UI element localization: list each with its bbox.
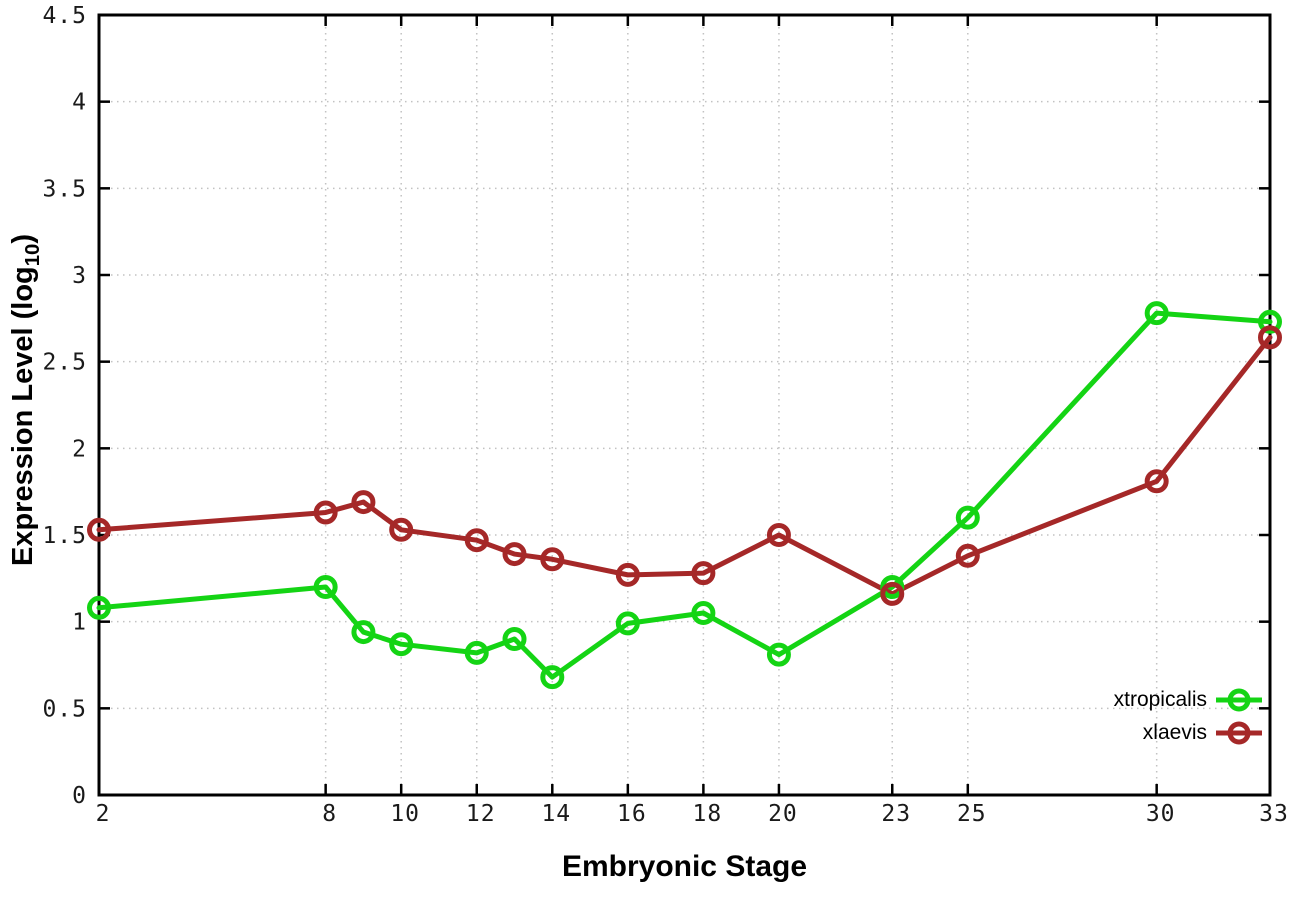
x-tick-label: 14	[541, 801, 571, 827]
legend-row-xlaevis: xlaevis	[1143, 716, 1262, 749]
series-marker-xtropicalis	[540, 665, 565, 690]
series-marker-xtropicalis	[766, 642, 791, 667]
y-axis-title-suffix: )	[7, 234, 40, 244]
legend-line-marker-icon	[1216, 721, 1262, 744]
x-tick-label: 18	[693, 801, 723, 827]
y-tick-label: 3.5	[42, 176, 87, 202]
series-marker-xlaevis	[615, 562, 640, 587]
legend-row-xtropicalis: xtropicalis	[1114, 683, 1262, 716]
series-marker-xlaevis	[540, 547, 565, 572]
x-tick-label: 16	[617, 801, 647, 827]
series-marker-xtropicalis	[1144, 301, 1169, 326]
y-tick-label: 0.5	[42, 696, 87, 722]
y-tick-label: 3	[72, 263, 87, 289]
series-marker-xlaevis	[766, 523, 791, 547]
series-marker-xlaevis	[880, 581, 905, 606]
x-tick-label: 8	[322, 801, 337, 827]
legend-sample-marker	[1227, 688, 1251, 711]
series-line-xlaevis	[96, 334, 1273, 597]
y-axis-title: Expression Level (log10)	[7, 234, 45, 566]
series-marker-xtropicalis	[615, 611, 640, 636]
y-tick-label: 4	[72, 90, 87, 116]
series-marker-xlaevis	[691, 561, 716, 586]
series-marker-xtropicalis	[502, 627, 527, 651]
legend-sample-marker	[1227, 721, 1251, 744]
series-marker-xtropicalis	[691, 601, 716, 625]
y-tick-label: 4.5	[42, 3, 87, 29]
series-marker-xlaevis	[502, 542, 527, 567]
series-marker-xlaevis	[87, 517, 111, 542]
x-tick-label: 23	[881, 801, 911, 827]
x-tick-label: 10	[390, 801, 420, 827]
x-tick-label: 25	[957, 801, 987, 827]
y-axis-title-subscript: 10	[21, 243, 44, 267]
series-marker-xlaevis	[1144, 469, 1169, 494]
x-tick-label: 20	[768, 801, 798, 827]
y-tick-label: 0	[72, 783, 87, 809]
series-marker-xtropicalis	[464, 640, 489, 665]
y-tick-label: 2	[72, 436, 87, 462]
x-axis-title: Embryonic Stage	[561, 850, 808, 883]
x-tick-label: 12	[466, 801, 496, 827]
series-marker-xtropicalis	[87, 595, 111, 620]
y-tick-label: 2.5	[42, 350, 87, 376]
x-tick-label: 33	[1259, 801, 1289, 827]
series-marker-xlaevis	[313, 500, 338, 525]
y-axis-title-text: Expression Level (log	[7, 266, 40, 566]
y-tick-label: 1	[72, 610, 87, 636]
x-tick-label: 2	[96, 801, 111, 827]
series-marker-xlaevis	[464, 528, 489, 553]
legend: xtropicalis xlaevis	[1114, 683, 1262, 749]
series-marker-xlaevis	[1258, 325, 1282, 350]
series-line-xtropicalis	[96, 310, 1273, 680]
series-marker-xtropicalis	[313, 575, 338, 599]
legend-label-xtropicalis: xtropicalis	[1113, 687, 1207, 711]
series-marker-xtropicalis	[955, 505, 980, 530]
series-marker-xlaevis	[351, 490, 376, 515]
legend-label-xlaevis: xlaevis	[1142, 720, 1207, 744]
y-tick-label: 1.5	[42, 523, 87, 549]
series-marker-xtropicalis	[1258, 309, 1282, 334]
series-marker-xtropicalis	[351, 620, 376, 645]
plot-border	[97, 13, 1272, 797]
legend-line-marker-icon	[1216, 688, 1262, 711]
x-tick-label: 30	[1146, 801, 1176, 827]
series-marker-xlaevis	[389, 517, 414, 542]
series-marker-xtropicalis	[389, 632, 414, 657]
series-marker-xlaevis	[955, 543, 980, 568]
